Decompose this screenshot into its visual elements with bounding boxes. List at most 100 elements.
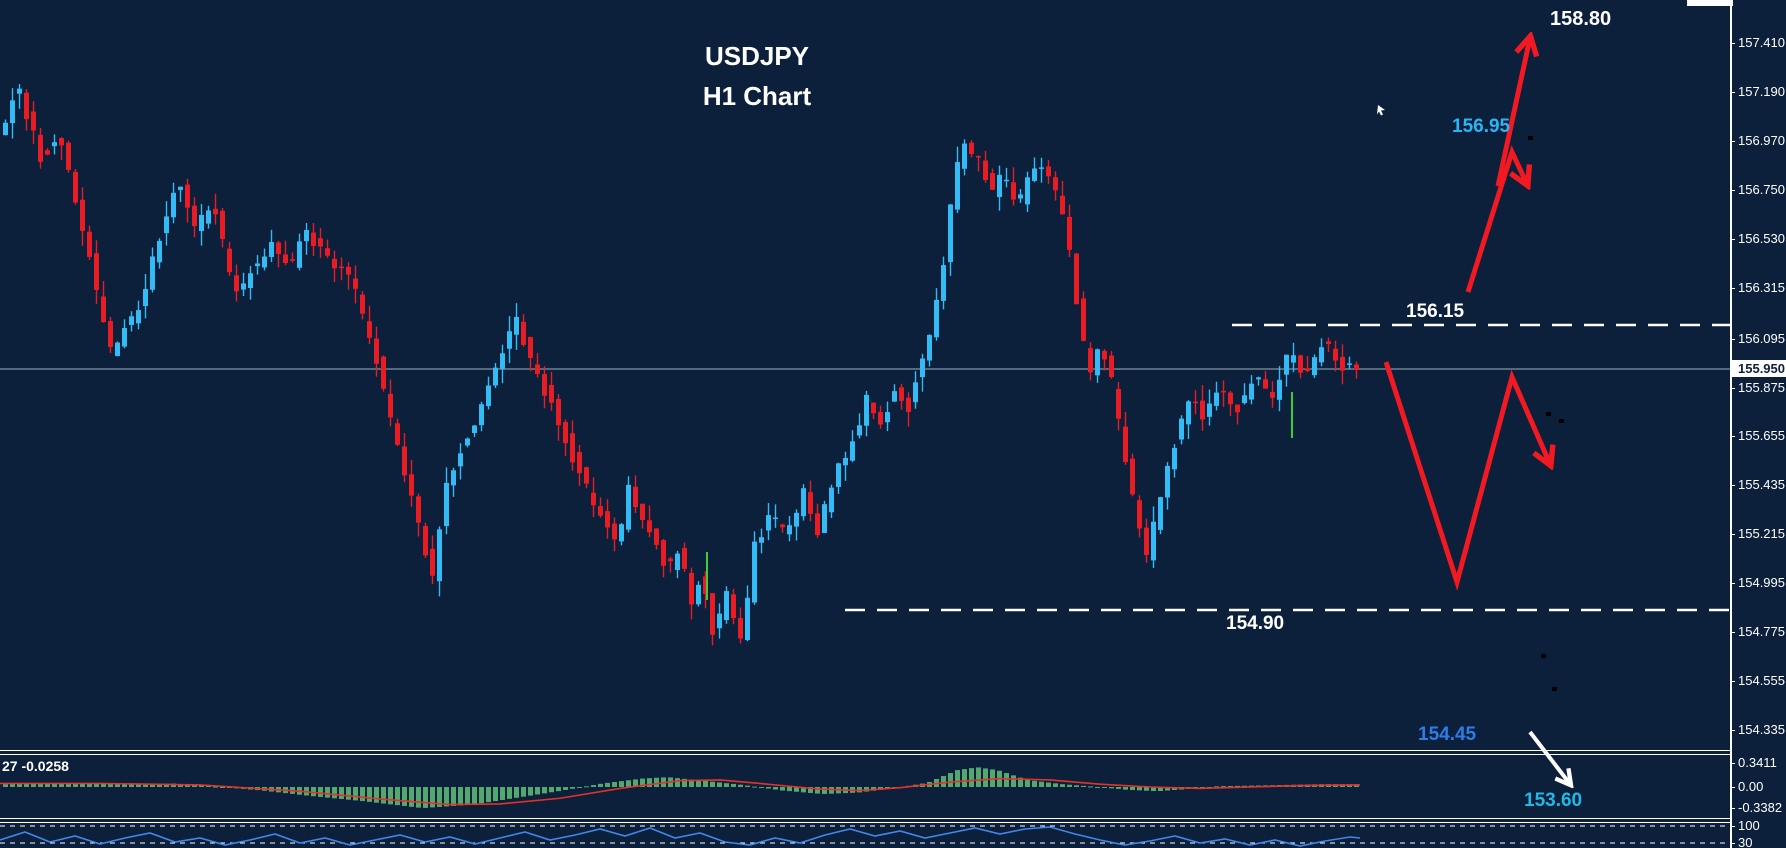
candlestick: [1249, 375, 1254, 404]
macd-histogram-bar: [318, 787, 323, 797]
macd-histogram-bar: [941, 776, 946, 787]
candlestick: [353, 265, 358, 303]
candlestick: [87, 226, 92, 260]
candlestick: [332, 251, 337, 282]
candlestick: [1179, 415, 1184, 444]
candlestick: [381, 355, 386, 391]
candlestick: [101, 281, 106, 323]
macd-histogram-bar: [381, 787, 386, 804]
candlestick: [563, 420, 568, 457]
candlestick: [1333, 341, 1338, 372]
candlestick: [297, 234, 302, 271]
candlestick: [10, 88, 15, 138]
macd-histogram-bar: [549, 787, 554, 792]
stochastic-indicator-panel[interactable]: [0, 823, 1730, 848]
macd-histogram-bar: [374, 787, 379, 803]
chart-title-timeframe: H1 Chart: [612, 76, 902, 116]
candlestick: [1074, 253, 1079, 304]
macd-histogram-bar: [724, 783, 729, 787]
macd-histogram-bar: [507, 787, 512, 799]
candlestick: [871, 403, 876, 419]
macd-histogram-bar: [605, 783, 610, 787]
macd-histogram-bar: [1032, 781, 1037, 787]
macd-histogram-bar: [1109, 787, 1114, 788]
axis-tick-mark: [1730, 436, 1735, 437]
candlestick: [899, 384, 904, 410]
candlestick: [647, 505, 652, 537]
candlestick: [339, 258, 344, 281]
candlestick: [654, 528, 659, 549]
candlestick: [290, 252, 295, 262]
candlestick: [843, 452, 848, 481]
candlestick: [1053, 171, 1058, 200]
macd-histogram-bar: [528, 787, 533, 796]
macd-histogram-bar: [766, 787, 771, 789]
candlestick: [157, 238, 162, 268]
chart-title-symbol: USDJPY: [612, 36, 902, 76]
candlestick: [626, 476, 631, 532]
price-axis[interactable]: 157.410157.190156.970156.750156.530156.3…: [1732, 0, 1786, 848]
candlestick: [1305, 356, 1310, 372]
axis-tick-label: 156.970: [1738, 133, 1785, 149]
candlestick: [661, 539, 666, 577]
macd-histogram-bar: [584, 786, 589, 787]
axis-tick-mark: [1730, 190, 1735, 191]
axis-tick-mark: [1730, 239, 1735, 240]
candlestick: [794, 509, 799, 540]
stochastic-line: [0, 823, 1730, 848]
candlestick: [129, 311, 134, 331]
candlestick: [1011, 167, 1016, 205]
macd-histogram-bar: [1102, 787, 1107, 788]
candlestick: [1284, 355, 1289, 387]
axis-tick-label: 0.00: [1738, 779, 1763, 795]
axis-tick-mark: [1730, 730, 1735, 731]
axis-tick-mark: [1730, 92, 1735, 93]
macd-histogram-bar: [535, 787, 540, 794]
macd-histogram-bar: [514, 787, 519, 798]
macd-histogram-bar: [3, 784, 8, 787]
candlestick: [710, 593, 715, 645]
macd-histogram-bar: [430, 787, 435, 807]
candlestick: [787, 516, 792, 541]
axis-tick-mark: [1730, 808, 1735, 809]
macd-histogram-bar: [654, 778, 659, 787]
candlestick: [234, 265, 239, 302]
macd-histogram-bar: [395, 787, 400, 805]
candlestick: [493, 363, 498, 388]
macd-histogram-bar: [108, 784, 113, 787]
macd-histogram-bar: [24, 784, 29, 787]
axis-tick-label: 155.655: [1738, 428, 1785, 444]
macd-histogram-bar: [591, 785, 596, 787]
macd-histogram-bar: [360, 787, 365, 801]
macd-histogram-bar: [10, 784, 15, 787]
axis-tick-mark: [1730, 843, 1735, 844]
axis-tick-mark: [1730, 787, 1735, 788]
candlestick: [1172, 444, 1177, 478]
macd-histogram-bar: [703, 781, 708, 787]
macd-histogram-bar: [423, 787, 428, 808]
candlestick: [346, 262, 351, 289]
candlestick: [451, 468, 456, 497]
macd-histogram-bar: [388, 787, 393, 804]
candlestick: [24, 89, 29, 131]
macd-histogram-bar: [416, 787, 421, 808]
current-price-badge: 155.950: [1732, 360, 1786, 377]
candlestick: [1242, 383, 1247, 404]
candlestick: [150, 247, 155, 292]
macd-histogram-bar: [1046, 782, 1051, 787]
candlestick: [1326, 338, 1331, 353]
candlestick: [1004, 168, 1009, 188]
candlestick: [304, 223, 309, 255]
macd-histogram: [0, 756, 1730, 814]
macd-indicator-panel[interactable]: [0, 756, 1730, 814]
candlestick: [360, 291, 365, 319]
macd-histogram-bar: [1053, 783, 1058, 787]
axis-tick-label: 157.190: [1738, 84, 1785, 100]
candlestick: [857, 413, 862, 438]
candlestick: [521, 314, 526, 346]
candlestick: [1340, 344, 1345, 384]
scroll-to-end-marker: [1687, 0, 1733, 6]
macd-histogram-bar: [479, 787, 484, 803]
candlestick: [3, 120, 8, 136]
macd-histogram-bar: [955, 770, 960, 787]
